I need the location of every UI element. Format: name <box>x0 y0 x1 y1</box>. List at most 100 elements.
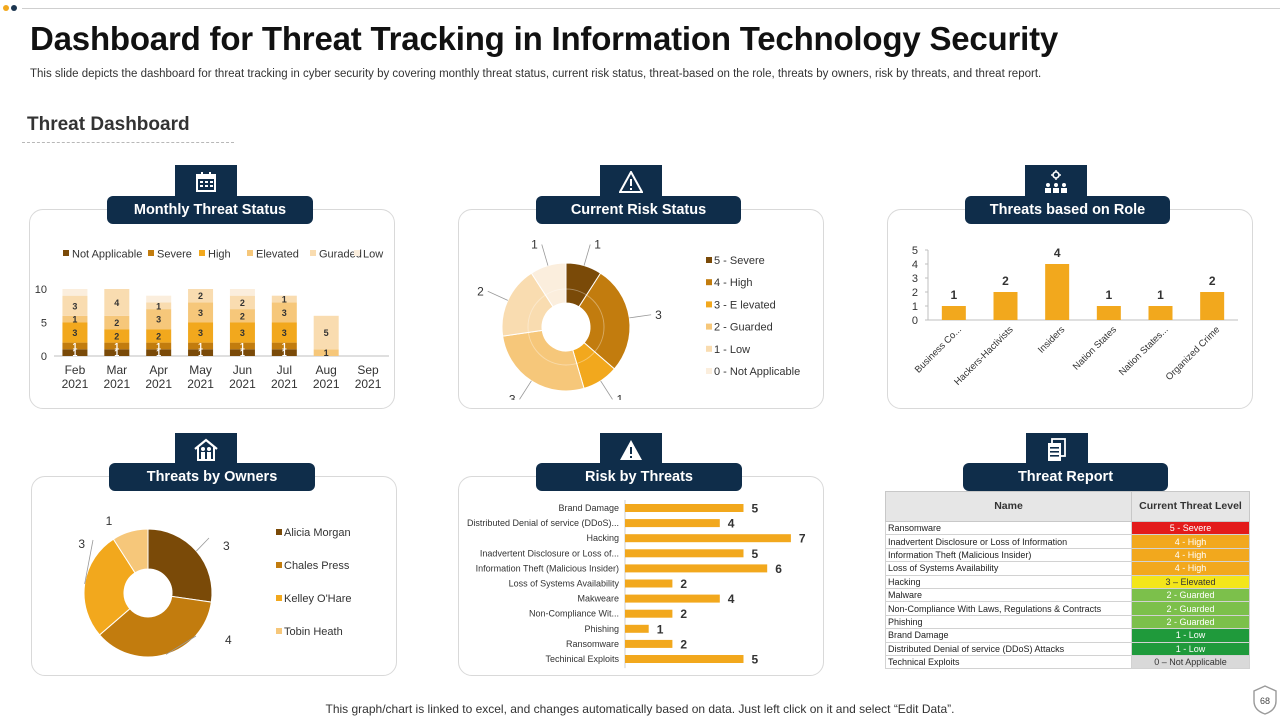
bar-segment <box>313 315 339 350</box>
bar-segment <box>188 349 214 356</box>
data-label: 3 <box>655 308 662 322</box>
threat-level-cell: 2 - Guarded <box>1131 601 1250 616</box>
threat-level-cell: 1 - Low <box>1131 628 1250 643</box>
bar-segment <box>229 289 255 296</box>
data-label: 1 <box>657 622 664 636</box>
threat-name-cell: Distributed Denial of service (DDoS) Att… <box>885 641 1132 656</box>
data-label: 2 <box>1209 274 1216 288</box>
leader-line <box>519 380 532 400</box>
legend-swatch <box>706 345 712 352</box>
accent-dot <box>11 5 17 11</box>
leader-line <box>84 539 94 584</box>
y-tick-label: Information Theft (Malicious Insider) <box>476 563 619 573</box>
y-tick-label: 5 <box>41 318 47 330</box>
data-label: 2 <box>477 284 484 298</box>
x-tick-label: Nation States <box>1071 324 1119 372</box>
y-tick-label: Non-Compliance Wit... <box>529 609 619 619</box>
y-tick-label: 0 <box>41 351 47 363</box>
leader-line <box>629 314 652 319</box>
threat-name-cell: Malware <box>885 587 1132 603</box>
data-label: 4 <box>114 298 119 308</box>
data-label: 1 <box>594 240 601 251</box>
y-tick-label: 4 <box>912 259 918 271</box>
data-label: 2 <box>198 291 203 301</box>
monthly-threat-chart: Not Applicable Severe High Elevated Guraded L… <box>35 249 389 391</box>
legend-swatch <box>706 279 712 286</box>
accent-dot <box>3 5 9 11</box>
leader-line <box>487 290 508 301</box>
data-label: 5 <box>752 547 759 561</box>
pie-slice <box>83 538 136 636</box>
bar-segment <box>271 349 297 356</box>
threat-level-cell: 2 - Guarded <box>1131 614 1250 630</box>
data-label: 2 <box>680 577 687 591</box>
y-tick-label: Inadvertent Disclosure or Loss of... <box>480 548 619 558</box>
threat-level-cell: 2 - Guarded <box>1131 587 1250 603</box>
legend-swatch <box>63 250 69 256</box>
x-tick-label: Jul 2021 <box>271 363 298 391</box>
bar-segment <box>271 322 297 343</box>
column-header-name: Name <box>885 491 1132 522</box>
donut-inner-ring <box>527 288 605 366</box>
data-label: 1 <box>156 301 161 311</box>
data-label: 4 <box>1054 246 1061 260</box>
bar <box>625 519 720 528</box>
bar-segment <box>62 342 88 350</box>
leader-line <box>600 380 613 400</box>
bar-segment <box>146 342 172 350</box>
risk-status-title: Current Risk Status <box>536 196 741 224</box>
legend-label: 2 - Guarded <box>714 322 773 334</box>
bar-segment <box>229 309 255 323</box>
bar-segment <box>188 322 214 343</box>
threat-report-table: Name Current Threat Level Ransomware 5 - … <box>885 491 1250 670</box>
data-label: 2 <box>114 331 119 341</box>
data-label: 4 <box>728 592 735 606</box>
bar-segment <box>146 349 172 356</box>
bar-segment <box>62 315 88 323</box>
threat-name-cell: Ransomware <box>885 520 1132 536</box>
legend-label: Chales Press <box>284 560 350 572</box>
bar-segment <box>62 295 88 316</box>
legend-swatch <box>276 628 282 634</box>
leader-line <box>541 244 549 266</box>
threat-name-cell: Information Theft (Malicious Insider) <box>885 547 1132 563</box>
legend-swatch <box>276 529 282 535</box>
data-label: 3 <box>156 315 161 325</box>
risk-threats-chart: Brand Damage 5 Distributed Denial of servi… <box>467 500 806 669</box>
data-label: 1 <box>240 348 245 358</box>
legend-swatch <box>706 301 712 308</box>
threat-level-cell: 0 – Not Applicable <box>1131 654 1250 670</box>
legend-label: High <box>208 249 231 261</box>
y-tick-label: Makweare <box>577 594 619 604</box>
data-label: 2 <box>1002 274 1009 288</box>
bar-segment <box>104 315 130 330</box>
legend-label: Not Applicable <box>72 249 142 261</box>
data-label: 3 <box>78 537 85 551</box>
x-tick-label: Organized Crime <box>1164 324 1223 383</box>
bar-segment <box>146 329 172 343</box>
top-divider <box>22 8 1280 9</box>
bar <box>625 639 673 648</box>
threat-name-cell: Hacking <box>885 574 1132 589</box>
threat-name-cell: Brand Damage <box>885 628 1132 643</box>
bar-segment <box>229 349 255 356</box>
risk-threats-title: Risk by Threats <box>536 463 742 491</box>
data-label: 2 <box>114 318 119 328</box>
pie-slice <box>112 528 149 574</box>
data-label: 3 <box>72 328 77 338</box>
legend-label: 0 - Not Applicable <box>714 366 800 378</box>
data-label: 3 <box>198 308 203 318</box>
threat-level-cell: 4 - High <box>1131 534 1250 549</box>
data-label: 1 <box>324 348 329 358</box>
bar-segment <box>104 342 130 350</box>
legend-label: Low <box>363 249 383 261</box>
bar-segment <box>188 342 214 350</box>
table-row: Information Theft (Malicious Insider) 4 -… <box>885 547 1250 563</box>
threats-role-title: Threats based on Role <box>965 196 1170 224</box>
data-label: 5 <box>752 653 759 667</box>
y-tick-label: Distributed Denial of service (DDoS)... <box>467 518 619 528</box>
x-tick-label: May 2021 <box>187 363 214 391</box>
data-label: 3 <box>282 328 287 338</box>
bar <box>625 564 768 573</box>
